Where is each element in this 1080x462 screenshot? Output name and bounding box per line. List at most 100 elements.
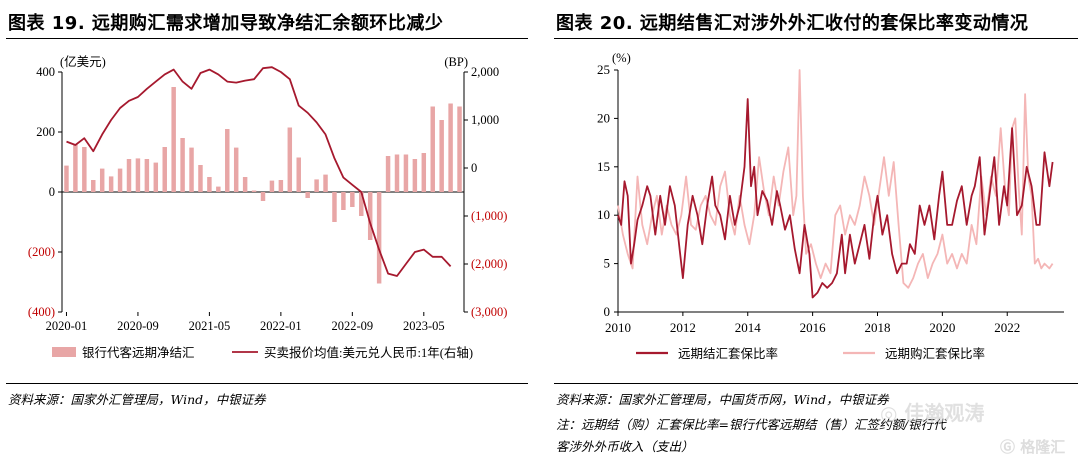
y-tick-label: 15: [597, 159, 610, 174]
x-tick-label: 2020-09: [117, 319, 159, 333]
bar-forward-net-settlement: [180, 138, 185, 192]
watermark-wechat: ◎ 佳瀚观涛: [880, 397, 984, 426]
bar-forward-net-settlement: [82, 147, 87, 192]
left-y-tick-label: (200): [28, 245, 55, 259]
x-tick-label: 2022-01: [260, 319, 302, 333]
left-source-text: 资料来源：国家外汇管理局，Wind，中银证券: [8, 392, 266, 407]
x-tick-label: 2018: [864, 320, 890, 335]
bar-forward-net-settlement: [448, 103, 453, 192]
right-chart: 0 5 10 15 20 25(%) 2010 2012 2014 2016 2018 2020 202…: [597, 51, 1064, 361]
legend-purchase-label: 远期购汇套保比率: [885, 346, 985, 361]
right-y-tick-label: 0: [471, 161, 477, 175]
y-tick-label: 20: [597, 110, 610, 125]
legend-bar-label: 银行代客远期净结汇: [82, 345, 195, 360]
bar-forward-net-settlement: [376, 192, 382, 284]
wechat-icon: ◎: [880, 401, 898, 425]
left-figure-panel: 图表 19. 远期购汇需求增加导致净结汇余额环比减少 (400) (200) 0 20…: [0, 0, 530, 462]
bar-forward-net-settlement: [144, 159, 150, 192]
y-axis-unit: (%): [612, 51, 631, 65]
bar-forward-net-settlement: [233, 147, 239, 192]
right-figure-panel: 图表 20. 远期结售汇对涉外外汇收付的套保比率变动情况 0 5 10 15 20 25(…: [548, 0, 1080, 462]
bar-forward-net-settlement: [394, 154, 400, 192]
right-note-text: 注：远期结（购）汇套保比率=银行代客远期结（售）汇签约额/银行代客涉外外币收入（…: [556, 417, 946, 454]
bar-forward-net-settlement: [430, 106, 435, 192]
left-source-rule: [6, 383, 528, 384]
x-tick-label: 2020: [929, 320, 955, 335]
right-y-tick-label: 2,000: [471, 65, 499, 79]
bar-forward-net-settlement: [117, 168, 123, 192]
bar-forward-net-settlement: [412, 159, 418, 192]
legend-bar-swatch: [52, 347, 76, 357]
right-y-axis-unit: (BP): [444, 55, 468, 69]
right-y-tick-label: 1,000: [471, 113, 499, 127]
bar-forward-net-settlement: [108, 176, 114, 192]
x-tick-label: 2020-01: [46, 319, 88, 333]
right-y-tick-label: (1,000): [471, 209, 507, 223]
bar-forward-net-settlement: [439, 120, 444, 192]
line-forward-settlement-hedge-ratio: [617, 98, 1054, 299]
right-y-tick-label: (3,000): [471, 305, 507, 319]
left-y-tick-label: (400): [28, 305, 55, 319]
left-y-axis-unit: (亿美元): [60, 54, 106, 69]
bar-forward-net-settlement: [385, 156, 391, 192]
bar-forward-net-settlement: [126, 159, 132, 192]
bar-forward-net-settlement: [314, 179, 319, 192]
left-y-tick-label: 200: [36, 125, 55, 139]
bar-forward-net-settlement: [198, 165, 203, 192]
bar-forward-net-settlement: [341, 192, 346, 210]
watermark-wechat-text: 佳瀚观涛: [904, 401, 985, 425]
bar-forward-net-settlement: [251, 190, 257, 192]
bar-forward-net-settlement: [242, 177, 248, 192]
bar-forward-net-settlement: [359, 192, 364, 216]
bar-forward-net-settlement: [225, 129, 230, 192]
bar-forward-net-settlement: [207, 177, 212, 192]
bar-forward-net-settlement: [99, 168, 105, 192]
bar-forward-net-settlement: [135, 158, 141, 192]
bar-forward-net-settlement: [457, 106, 462, 192]
brand-logo-icon: Ⓖ: [1000, 438, 1016, 456]
left-chart: (400) (200) 0 200 400 (3,000) (2,000) (1,000) 0 1…: [28, 54, 508, 360]
x-tick-label: 2010: [605, 320, 631, 335]
bar-forward-net-settlement: [269, 180, 275, 192]
legend-settlement-label: 远期结汇套保比率: [678, 346, 778, 361]
bar-forward-net-settlement: [296, 157, 301, 192]
right-source-text: 资料来源：国家外汇管理局，中国货币网，Wind，中银证券: [556, 392, 889, 407]
x-tick-label: 2021-05: [189, 319, 231, 333]
y-tick-label: 5: [604, 256, 611, 271]
legend-line-label: 买卖报价均值:美元兑人民币:1年(右轴): [264, 345, 473, 360]
watermark-brand: Ⓖ 格隆汇: [1000, 436, 1065, 457]
bar-forward-net-settlement: [73, 144, 78, 192]
bar-forward-net-settlement: [332, 192, 337, 222]
x-tick-label: 2012: [670, 320, 696, 335]
right-source-rule: [554, 383, 1078, 384]
bar-forward-net-settlement: [350, 192, 355, 207]
line-forward-purchase-hedge-ratio: [617, 69, 1054, 289]
line-usdcny-1y-swap-points: [66, 66, 452, 277]
bar-forward-net-settlement: [260, 192, 266, 201]
x-tick-label: 2022-09: [331, 319, 373, 333]
bar-forward-net-settlement: [323, 174, 328, 192]
bar-forward-net-settlement: [216, 186, 221, 192]
x-tick-label: 2023-05: [403, 319, 445, 333]
x-tick-label: 2016: [800, 320, 827, 335]
x-tick-label: 2014: [735, 320, 762, 335]
bar-forward-net-settlement: [189, 147, 194, 192]
bar-forward-net-settlement: [162, 147, 167, 192]
bar-forward-net-settlement: [305, 192, 310, 198]
right-y-tick-label: (2,000): [471, 257, 507, 271]
right-figure-title: 图表 20. 远期结售汇对涉外外汇收付的套保比率变动情况: [556, 13, 1029, 34]
left-y-tick-label: 400: [36, 65, 55, 79]
bar-forward-net-settlement: [171, 87, 176, 192]
watermark-brand-text: 格隆汇: [1020, 438, 1066, 456]
y-tick-label: 25: [597, 62, 610, 77]
left-figure-title: 图表 19. 远期购汇需求增加导致净结汇余额环比减少: [8, 13, 444, 34]
y-tick-label: 10: [597, 207, 610, 222]
bar-forward-net-settlement: [287, 127, 293, 192]
bar-forward-net-settlement: [403, 154, 409, 192]
bar-forward-net-settlement: [64, 165, 69, 192]
bar-forward-net-settlement: [278, 180, 284, 192]
left-title-rule: [6, 38, 528, 39]
x-tick-label: 2022: [994, 320, 1020, 335]
bar-forward-net-settlement: [91, 180, 96, 192]
bar-forward-net-settlement: [367, 192, 373, 240]
